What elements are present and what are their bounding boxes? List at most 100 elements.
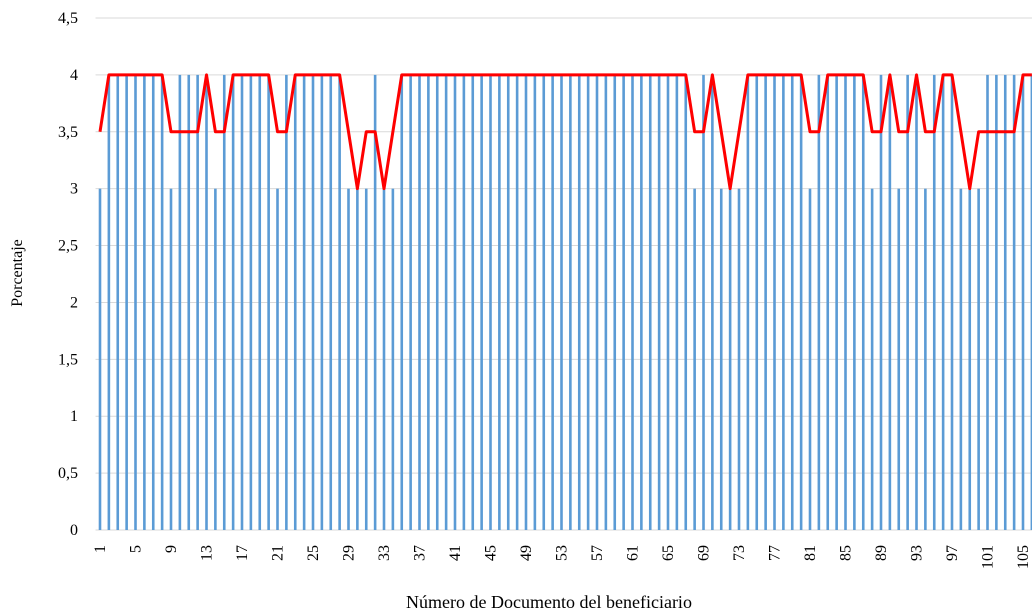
bar — [151, 74, 155, 530]
x-tick-label: 73 — [731, 545, 748, 561]
bar — [569, 74, 572, 530]
bar — [240, 74, 244, 530]
x-tick-label: 13 — [199, 545, 216, 561]
bar — [285, 74, 288, 530]
bar — [427, 74, 430, 530]
bar — [906, 74, 909, 530]
bar — [471, 74, 475, 530]
bar — [870, 188, 874, 530]
x-tick-label: 29 — [341, 545, 358, 561]
bar — [737, 188, 741, 530]
x-tick-label: 53 — [554, 545, 571, 561]
bar — [143, 74, 146, 530]
y-tick-label: 1 — [70, 408, 78, 425]
bar — [799, 74, 803, 530]
bar — [480, 74, 483, 530]
bar — [515, 74, 519, 530]
bar — [702, 74, 705, 530]
x-tick-label: 105 — [1015, 545, 1032, 569]
x-tick-label: 57 — [589, 545, 606, 561]
bar — [382, 188, 386, 530]
bar — [719, 188, 723, 530]
bar — [453, 74, 457, 530]
bar — [657, 74, 661, 530]
x-tick-label: 49 — [518, 545, 535, 561]
bar — [125, 74, 128, 530]
x-tick-label: 97 — [944, 545, 961, 561]
bar — [950, 74, 954, 530]
bar — [640, 74, 643, 530]
bar — [684, 74, 688, 530]
y-tick-label: 2,5 — [58, 238, 78, 255]
bar — [1021, 74, 1025, 530]
bar — [826, 74, 830, 530]
bar — [977, 188, 980, 530]
bar — [959, 188, 963, 530]
bar — [790, 74, 794, 530]
bar — [347, 188, 350, 530]
bar — [675, 74, 679, 530]
bar — [320, 74, 324, 530]
bar — [462, 74, 466, 530]
bar — [746, 74, 750, 530]
bar — [835, 74, 838, 530]
bar — [356, 188, 359, 530]
x-tick-label: 21 — [270, 545, 287, 561]
bar — [524, 74, 528, 530]
x-tick-label: 93 — [909, 545, 926, 561]
bar — [755, 74, 759, 530]
bar — [214, 188, 217, 530]
x-tick-label: 77 — [767, 545, 784, 561]
bar — [400, 74, 404, 530]
bar — [364, 188, 368, 530]
y-tick-label: 0,5 — [58, 465, 78, 482]
x-tick-label: 33 — [376, 545, 393, 561]
bar — [222, 74, 226, 530]
bar — [693, 188, 696, 530]
bar — [897, 188, 901, 530]
bar — [338, 74, 341, 530]
bar — [267, 74, 270, 530]
y-tick-label: 3,5 — [58, 124, 78, 141]
bar — [986, 74, 989, 530]
bar — [489, 74, 492, 530]
bar — [178, 74, 182, 530]
bar — [853, 74, 856, 530]
x-tick-label: 9 — [163, 545, 180, 553]
bar — [711, 74, 714, 530]
bar — [498, 74, 501, 530]
x-tick-label: 65 — [660, 545, 677, 561]
bar — [134, 74, 137, 530]
bar — [373, 74, 377, 530]
bar — [435, 74, 439, 530]
bar — [888, 74, 892, 530]
bar — [409, 74, 412, 530]
bar — [613, 74, 617, 530]
x-tick-label: 81 — [802, 545, 819, 561]
y-tick-label: 2 — [70, 294, 78, 311]
bar — [932, 74, 936, 530]
bar — [196, 74, 199, 530]
bar — [160, 74, 164, 530]
bar — [249, 74, 253, 530]
bar — [293, 74, 297, 530]
bar — [231, 74, 235, 530]
bar — [924, 188, 927, 530]
bar — [551, 74, 554, 530]
bar — [666, 74, 670, 530]
bar — [329, 74, 333, 530]
y-tick-label: 1,5 — [58, 351, 78, 368]
bar — [968, 188, 972, 530]
x-axis-title: Número de Documento del beneficiario — [406, 592, 692, 612]
x-tick-label: 17 — [234, 545, 251, 561]
x-tick-label: 101 — [980, 545, 997, 569]
bar — [622, 74, 625, 530]
bar — [418, 74, 421, 530]
y-tick-label: 3 — [70, 181, 78, 198]
x-tick-label: 37 — [412, 545, 429, 561]
bar — [595, 74, 599, 530]
bar — [941, 74, 945, 530]
bar — [444, 74, 448, 530]
y-tick-label: 4,5 — [58, 10, 78, 27]
